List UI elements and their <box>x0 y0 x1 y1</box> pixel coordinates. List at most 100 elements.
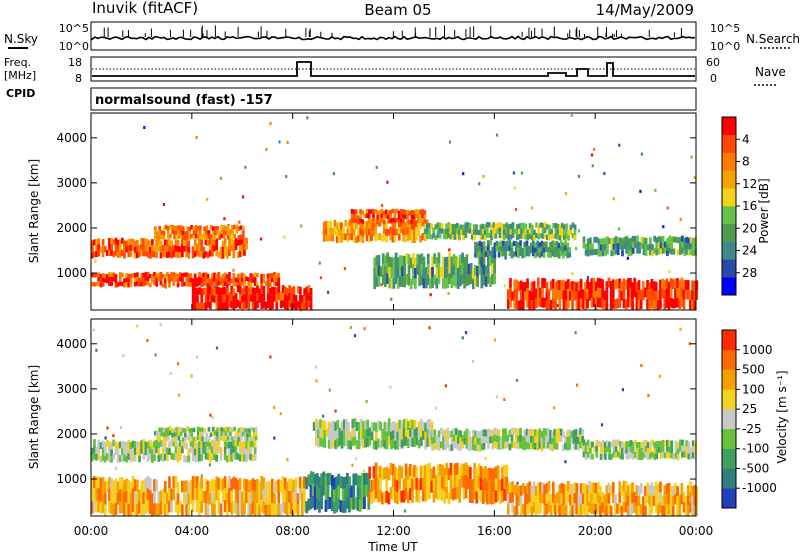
band-cell <box>556 290 559 300</box>
band-cell <box>616 439 620 446</box>
band-cell <box>206 285 210 293</box>
band-cell <box>218 235 222 240</box>
band-cell <box>390 440 393 450</box>
band-cell <box>694 249 697 256</box>
x-tick-label: 00:00 <box>74 524 109 538</box>
band-cell <box>129 482 133 494</box>
band-cell <box>118 251 122 258</box>
band-cell <box>201 432 204 437</box>
x-tick-label: 00:00 <box>679 524 714 538</box>
band-cell <box>478 431 482 438</box>
band-cell <box>657 248 661 255</box>
band-cell <box>668 235 672 242</box>
band-cell <box>634 236 637 243</box>
scatter-cell <box>654 188 657 192</box>
band-cell <box>594 300 598 310</box>
band-cell <box>678 505 682 516</box>
band-cell <box>95 272 99 278</box>
band-cell <box>605 281 609 291</box>
band-cell <box>158 225 162 231</box>
band-cell <box>611 482 615 493</box>
band-cell <box>495 240 499 247</box>
band-cell <box>479 229 483 235</box>
band-cell <box>579 427 582 435</box>
band-cell <box>181 273 184 278</box>
band-cell <box>229 427 232 432</box>
band-cell <box>441 278 445 289</box>
band-cell <box>352 218 356 223</box>
band-cell <box>350 497 354 510</box>
band-cell <box>519 441 522 449</box>
band-cell <box>191 287 195 295</box>
band-cell <box>541 482 544 493</box>
scatter-cell <box>389 385 392 389</box>
band-cell <box>249 273 253 278</box>
band-cell <box>389 463 393 475</box>
scatter-cell <box>531 206 534 210</box>
band-cell <box>582 451 586 458</box>
band-cell <box>694 441 697 448</box>
band-cell <box>202 440 206 448</box>
band-cell <box>241 272 244 278</box>
band-cell <box>254 426 258 432</box>
band-cell <box>422 431 425 440</box>
band-cell <box>654 300 658 310</box>
band-cell <box>665 278 669 289</box>
band-cell <box>166 245 169 252</box>
band-cell <box>241 427 245 432</box>
band-cell <box>611 492 615 503</box>
band-cell <box>564 442 567 450</box>
band-cell <box>469 273 473 284</box>
scatter-cell <box>386 180 389 184</box>
band-cell <box>224 435 228 441</box>
band-cell <box>551 251 555 257</box>
band-cell <box>691 452 695 459</box>
band-cell <box>532 491 536 503</box>
band-cell <box>460 229 463 236</box>
band-cell <box>586 238 590 245</box>
band-cell <box>183 239 186 246</box>
band-cell <box>151 273 154 279</box>
band-cell <box>663 289 667 300</box>
band-cell <box>637 506 641 516</box>
band-cell <box>609 300 613 310</box>
band-cell <box>540 246 544 252</box>
band-cell <box>217 272 221 277</box>
band-cell <box>537 223 541 229</box>
band-cell <box>448 252 452 263</box>
scatter-cell <box>322 414 325 418</box>
band-cell <box>424 465 427 478</box>
band-cell <box>223 244 227 251</box>
scatter-cell <box>94 259 97 263</box>
band-cell <box>155 252 159 259</box>
band-cell <box>635 485 639 496</box>
band-cell <box>374 220 378 228</box>
band-cell <box>568 436 572 444</box>
band-cell <box>181 439 184 447</box>
band-cell <box>490 480 494 493</box>
band-cell <box>153 271 156 277</box>
band-cell <box>545 291 549 301</box>
band-cell <box>198 441 201 448</box>
band-cell <box>408 233 412 241</box>
band-cell <box>154 431 157 436</box>
band-cell <box>528 228 532 234</box>
band-cell <box>174 476 178 488</box>
band-cell <box>185 504 189 516</box>
band-cell <box>144 489 148 502</box>
band-cell <box>175 427 179 432</box>
band-cell <box>678 289 682 300</box>
band-cell <box>273 492 276 505</box>
band-cell <box>283 501 287 514</box>
band-cell <box>146 488 150 501</box>
scatter-cell <box>404 509 407 513</box>
band-cell <box>108 477 111 490</box>
band-cell <box>127 439 131 447</box>
band-cell <box>656 505 660 516</box>
band-cell <box>156 235 159 241</box>
band-cell <box>426 428 430 438</box>
band-cell <box>530 235 534 241</box>
band-cell <box>93 476 96 488</box>
band-cell <box>449 463 453 475</box>
band-cell <box>155 479 159 492</box>
